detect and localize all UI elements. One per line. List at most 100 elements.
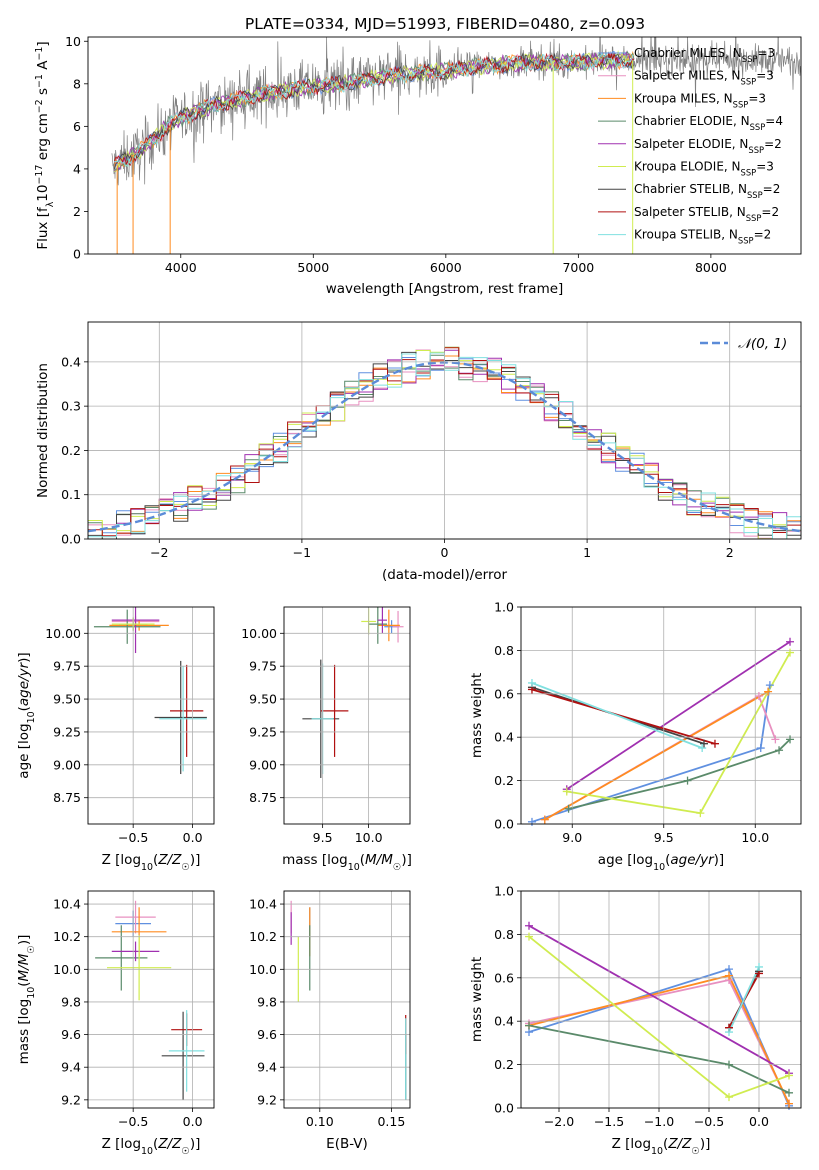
legend-label: Salpeter STELIB, NSSP=2 [634,205,779,223]
tick-label-x: 0.0 [183,830,203,845]
weight-marker-3 [725,1060,733,1069]
weight-marker-3 [775,746,784,755]
tick-label-y: 10.00 [241,626,277,641]
weight-marker-5 [725,1093,733,1102]
tick-label-x: 10.0 [741,830,769,845]
x-axis-label: Z [log10(Z/Z☉)] [612,1136,711,1157]
panel-age_vs_mass: 9.5 10.0 8.75 9.00 9.25 9.50 9.75 10.00 mass [lo… [241,606,412,873]
legend-label: Salpeter MILES, NSSP=3 [634,69,774,87]
tick-label-y: 0.0 [61,532,81,547]
tick-label-y: 0.6 [494,970,514,985]
y-axis-label: Normed distribution [35,363,51,498]
tick-label-y: 9.6 [61,1027,81,1042]
tick-label-y: 9.2 [61,1092,81,1107]
tick-label-y: 0.4 [494,730,514,745]
panel-mass_vs_Z: −0.5 0.0 9.2 9.4 9.6 9.8 10.0 10.2 10.4 Z [log10(… [16,890,215,1157]
weight-line-8 [531,682,703,749]
legend-label: Kroupa STELIB, NSSP=2 [634,228,771,246]
x-axis-label: wavelength [Angstrom, rest frame] [326,281,564,297]
weight-marker-8 [698,744,707,753]
legend-label: Chabrier STELIB, NSSP=2 [634,182,780,200]
tick-label-x: 6000 [430,260,462,275]
weight-marker-8 [527,678,536,687]
x-axis-label: E(B-V) [326,1136,368,1152]
tick-label-y: 10.2 [53,929,81,944]
tick-label-y: 8 [73,76,81,91]
x-axis-label: Z [log10(Z/Z☉)] [102,852,201,873]
tick-label-x: 1 [583,545,591,560]
tick-label-x: 8000 [695,260,727,275]
tick-label-y: 1.0 [494,600,514,615]
y-axis-label: mass weight [469,673,485,758]
tick-label-y: 9.50 [53,692,81,707]
legend-label: Chabrier MILES, NSSP=3 [634,46,775,64]
legend-label: Salpeter ELODIE, NSSP=2 [634,137,782,155]
plot-area [531,640,791,823]
tick-label-y: 0.2 [61,443,81,458]
panel-weight_vs_Z: −2.0 −1.5 −1.0 −0.5 0.0 0.0 0.2 0.4 0.6 0.8 1.0 Z [… [469,884,802,1157]
weight-line-2 [544,690,769,821]
tick-label-x: −0.5 [694,1114,724,1129]
weight-marker-2 [725,971,733,980]
legend-label: 𝒩(0, 1) [738,336,787,352]
tick-label-y: 9.4 [257,1060,277,1075]
weight-marker-5 [786,648,795,657]
panel-mass_vs_ebv: 0.10 0.15 9.2 9.4 9.6 9.8 10.0 10.2 10.4 E(B-V) [249,890,411,1152]
panel-residuals: −2 −1 0 1 2 0.0 0.1 0.2 0.3 0.4 𝒩(0, 1) (data-model… [35,321,802,583]
tick-label-y: 10.0 [53,962,81,977]
tick-label-x: 0.15 [377,1114,405,1129]
tick-label-y: 0.2 [494,773,514,788]
tick-label-y: 10 [65,34,81,49]
tick-label-y: 10.00 [45,626,81,641]
legend-label: Kroupa ELODIE, NSSP=3 [634,160,774,178]
tick-label-y: 0.0 [494,1101,514,1116]
weight-marker-0 [527,817,536,826]
weight-marker-0 [756,744,765,753]
tick-label-y: 9.8 [257,994,277,1009]
tick-label-x: 9.5 [313,830,333,845]
model-line-6 [114,52,635,170]
tick-label-y: 10.4 [249,897,277,912]
tick-label-y: 0 [73,247,81,262]
weight-marker-8 [725,1028,733,1037]
tick-label-x: 2 [726,545,734,560]
model-line-8 [114,51,635,168]
tick-label-y: 0.3 [61,399,81,414]
weight-marker-3 [525,1021,533,1030]
axes-frame [520,890,802,1109]
panel-age_vs_Z: −0.5 0.0 8.75 9.00 9.25 9.50 9.75 10.00 Z [log10… [16,606,215,873]
y-axis-label: age [log10(age/yr)] [16,652,37,778]
tick-label-y: 9.00 [249,757,277,772]
tick-label-y: 9.75 [53,659,81,674]
weight-marker-4 [525,921,533,930]
axes-frame [520,606,802,825]
tick-label-y: 0.4 [61,354,81,369]
panel-spectrum: 4000 5000 6000 7000 8000 0 2 4 6 8 10 Chabrier MILE… [34,34,802,297]
y-axis-label: mass weight [469,957,485,1042]
weight-marker-8 [755,962,763,971]
weight-marker-5 [696,809,705,818]
tick-label-y: 0.8 [494,927,514,942]
tick-label-x: 0 [441,545,449,560]
plot-area [111,37,801,254]
tick-label-y: 9.6 [257,1027,277,1042]
tick-label-y: 4 [73,161,81,176]
plot-area [93,607,207,775]
tick-label-y: 8.75 [53,790,81,805]
tick-label-x: −1 [293,545,311,560]
[object SVGGElement]: Flux [fλ10−17 erg cm−2 s−1 A−1] [34,41,56,249]
tick-label-y: 10.4 [53,897,81,912]
weight-marker-5 [785,1071,793,1080]
tick-label-y: 9.2 [257,1092,277,1107]
weight-marker-3 [683,776,692,785]
weight-marker-7 [710,739,719,748]
tick-label-x: 4000 [165,260,197,275]
weight-marker-0 [765,681,774,690]
weight-marker-4 [786,637,795,646]
tick-label-y: 8.75 [249,790,277,805]
plot-area [290,900,407,1100]
axes-frame [87,36,802,255]
tick-label-x: −2.0 [544,1114,574,1129]
weight-marker-3 [785,1088,793,1097]
